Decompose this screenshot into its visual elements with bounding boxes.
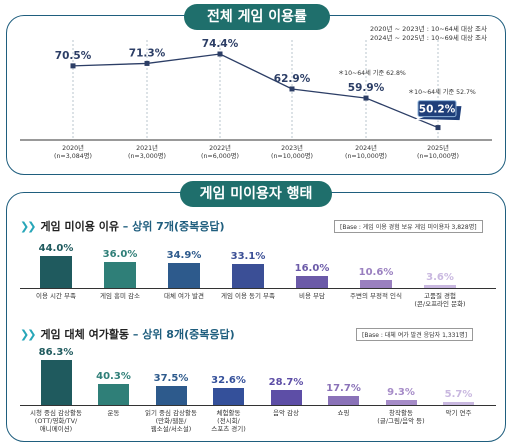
bar-value-label: 9.3% xyxy=(387,387,415,399)
value-label: 62.9% xyxy=(274,73,311,85)
alternatives-title: ❯❯ 게임 대체 여가활동 – 상위 8개(중복응답) xyxy=(20,328,235,341)
data-point xyxy=(217,51,223,57)
category-label: 창작활동 (글/그림/음악 등) xyxy=(377,409,425,425)
section2-title: 게임 미이용자 행태 xyxy=(180,181,332,207)
x-tick-label: (n=10,000명) xyxy=(345,151,387,160)
bar-value-label: 37.5% xyxy=(153,372,189,384)
x-tick-label: (n=10,000명) xyxy=(417,151,459,160)
bar xyxy=(270,390,302,405)
bar-value-label: 36.0% xyxy=(102,249,138,261)
alternatives-baseline xyxy=(20,405,496,406)
value-label: 70.5% xyxy=(55,50,92,62)
x-tick-label: (n=10,000명) xyxy=(271,151,313,160)
reasons-subtitle: – 상위 7개(중복응답) xyxy=(122,220,225,233)
category-label: 쇼핑 xyxy=(337,409,350,417)
category-label: 체험활동 (전시회/스포츠 경기) xyxy=(211,409,246,433)
bar-value-label: 33.1% xyxy=(230,251,266,263)
bar xyxy=(232,264,264,288)
bar xyxy=(40,256,72,288)
data-point xyxy=(70,63,76,69)
category-label: 게임 흥미 감소 xyxy=(99,292,140,300)
bar xyxy=(104,262,136,288)
survey-note-1: 2020년 ~ 2023년 : 10~64세 대상 조사 xyxy=(370,25,487,33)
reasons-baseline xyxy=(20,288,496,289)
category-label: 운동 xyxy=(107,409,120,417)
bar-value-label: 44.0% xyxy=(38,243,74,255)
bar xyxy=(155,385,187,405)
data-point xyxy=(435,125,441,131)
bar xyxy=(40,360,72,405)
alternatives-base-note: [Base : 대체 여가 발견 응답자 1,331명] xyxy=(356,328,474,341)
category-label: 시청 중심 감상활동 (OTT/영화/TV/애니메이션) xyxy=(30,409,82,433)
x-tick-label: 2025년 xyxy=(427,143,449,152)
bar-value-label: 28.7% xyxy=(268,377,304,389)
bar-value-label: 16.0% xyxy=(294,263,330,275)
bar xyxy=(328,395,359,405)
alternatives-subtitle: – 상위 8개(중복응답) xyxy=(132,328,235,341)
category-label: 게임 이용 동기 부족 xyxy=(220,292,276,300)
highlight-box xyxy=(417,100,457,118)
x-tick-label: (n=3,084명) xyxy=(54,151,92,160)
chevron-right-icon: ❯❯ xyxy=(20,220,37,233)
bar xyxy=(213,388,244,405)
category-label: 읽기 중심 감상활동 (만화/웹툰/웹소설/서소설) xyxy=(145,409,197,433)
bar-value-label: 5.7% xyxy=(444,389,473,401)
page-title: 전체 게임 이용률 xyxy=(184,4,330,30)
bar xyxy=(443,402,474,405)
reasons-base-note: [Base : 게임 이용 경험 보유 게임 미이용자 3,828명] xyxy=(334,220,483,233)
bar xyxy=(98,384,129,405)
bar-value-label: 86.3% xyxy=(38,347,74,359)
bar-value-label: 34.9% xyxy=(166,249,202,261)
category-label: 이용 시간 부족 xyxy=(35,292,76,300)
value-label: 71.3% xyxy=(129,47,166,59)
bar-value-label: 3.6% xyxy=(426,272,454,284)
x-tick-label: 2022년 xyxy=(209,143,231,152)
x-tick-label: 2024년 xyxy=(355,143,377,152)
bar-value-label: 17.7% xyxy=(326,382,361,394)
x-tick-label: (n=3,000명) xyxy=(128,151,166,160)
bar xyxy=(296,276,328,288)
bar-value-label: 10.6% xyxy=(358,267,394,279)
bar xyxy=(360,280,392,288)
value-label: 59.9% xyxy=(348,82,385,94)
x-tick-label: 2023년 xyxy=(281,143,303,152)
category-label: 주변의 부정적 인식 xyxy=(350,292,402,300)
bar xyxy=(424,285,456,288)
category-label: 음악 감상 xyxy=(273,409,299,417)
data-point xyxy=(144,60,150,66)
value-label: 74.4% xyxy=(202,38,239,50)
survey-note-2: 2024년 ~ 2025년 : 10~69세 대상 조사 xyxy=(370,34,487,42)
category-label: 악기 연주 xyxy=(445,409,472,417)
category-label: 고품질 경험 (콘/오프라인 문화) xyxy=(414,292,466,308)
category-label: 비용 부담 xyxy=(299,292,325,300)
highlight-value-label: 50.2% xyxy=(419,104,456,116)
series-line xyxy=(72,53,439,129)
chevron-right-icon: ❯❯ xyxy=(20,328,37,341)
data-point xyxy=(363,95,369,101)
annotation: ＊10~64세 기준 62.8% xyxy=(338,69,406,77)
x-tick-label: 2020년 xyxy=(62,143,84,152)
x-tick-label: (n=6,000명) xyxy=(201,151,239,160)
annotation: ＊10~64세 기준 52.7% xyxy=(408,88,476,96)
data-point xyxy=(289,86,295,92)
category-label: 대체 여가 발견 xyxy=(163,292,204,300)
line-chart: 70.5% 71.3% 74.4% 62.9% 59.9% 50.2% ＊10~64세 기준… xyxy=(20,38,492,160)
x-tick-label: 2021년 xyxy=(136,143,158,152)
reasons-title: ❯❯ 게임 미이용 이유 – 상위 7개(중복응답) xyxy=(20,220,225,233)
bar xyxy=(168,262,200,288)
bar-value-label: 40.3% xyxy=(96,371,131,383)
bar-value-label: 32.6% xyxy=(211,375,246,387)
bar xyxy=(385,400,417,405)
